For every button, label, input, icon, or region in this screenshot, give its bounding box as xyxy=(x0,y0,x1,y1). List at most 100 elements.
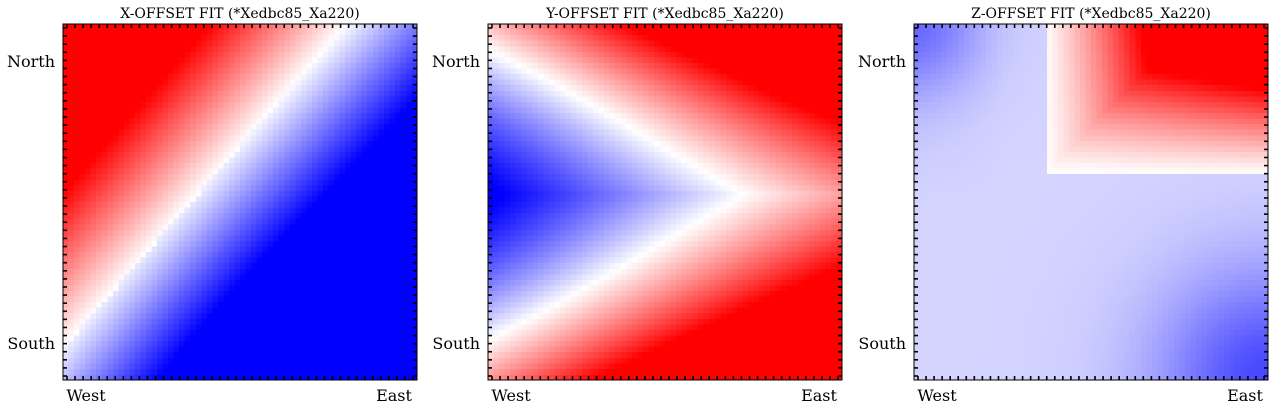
heatmap-cell xyxy=(223,224,230,231)
heatmap-cell xyxy=(300,207,307,214)
heatmap-cell xyxy=(206,291,213,298)
heatmap-cell xyxy=(334,129,341,136)
heatmap-cell xyxy=(334,90,341,97)
heatmap-cell xyxy=(173,357,180,364)
heatmap-cell xyxy=(140,68,147,75)
heatmap-cell xyxy=(389,240,396,248)
heatmap-cell xyxy=(79,279,86,287)
heatmap-cell xyxy=(74,318,81,325)
heatmap-cell xyxy=(129,29,136,36)
heatmap-cell xyxy=(123,335,130,342)
heatmap-cell xyxy=(101,313,108,320)
heatmap-cell xyxy=(129,224,136,231)
heatmap-cell xyxy=(400,146,407,153)
heatmap-cell xyxy=(334,96,341,103)
heatmap-cell xyxy=(134,79,142,86)
heatmap-cell xyxy=(63,224,70,231)
heatmap-cell xyxy=(223,174,230,181)
heatmap-cell xyxy=(317,140,324,147)
heatmap-cell xyxy=(228,96,236,103)
heatmap-cell xyxy=(228,313,236,320)
heatmap-cell xyxy=(195,57,202,64)
heatmap-cell xyxy=(400,257,407,264)
heatmap-cell xyxy=(367,352,374,359)
heatmap-cell xyxy=(234,124,241,131)
heatmap-cell xyxy=(184,163,191,170)
heatmap-cell xyxy=(587,74,594,81)
heatmap-cell xyxy=(306,357,313,364)
heatmap-cell xyxy=(306,96,313,103)
heatmap-cell xyxy=(90,129,97,136)
heatmap-cell xyxy=(306,90,313,97)
heatmap-cell xyxy=(322,129,330,136)
heatmap-cell xyxy=(162,174,169,181)
heatmap-cell xyxy=(112,151,119,159)
heatmap-cell xyxy=(350,274,357,281)
heatmap-cell xyxy=(367,329,374,337)
heatmap-cell xyxy=(532,74,539,81)
heatmap-cell xyxy=(328,341,335,348)
heatmap-cell xyxy=(107,296,114,303)
heatmap-cell xyxy=(322,57,330,64)
heatmap-cell xyxy=(240,46,247,53)
heatmap-cell xyxy=(223,190,230,198)
heatmap-cell xyxy=(273,335,280,342)
heatmap-cell xyxy=(367,35,374,42)
heatmap-cell xyxy=(289,296,296,303)
heatmap-cell xyxy=(212,57,219,64)
heatmap-cell xyxy=(267,335,274,342)
heatmap-cell xyxy=(145,246,153,253)
heatmap-cell xyxy=(670,74,677,81)
heatmap-cell xyxy=(134,118,142,125)
heatmap-cell xyxy=(129,68,136,75)
heatmap-cell xyxy=(118,168,125,175)
heatmap-cell xyxy=(168,113,175,120)
heatmap-cell xyxy=(157,346,164,353)
heatmap-cell xyxy=(819,46,827,53)
heatmap-cell xyxy=(173,68,180,75)
heatmap-cell xyxy=(195,341,202,348)
heatmap-cell xyxy=(278,129,285,136)
heatmap-cell xyxy=(372,357,379,364)
heatmap-cell xyxy=(306,101,313,109)
heatmap-cell xyxy=(151,335,158,342)
heatmap-cell xyxy=(389,263,396,270)
heatmap-cell xyxy=(195,24,202,31)
heatmap-cell xyxy=(322,24,330,31)
heatmap-cell xyxy=(217,140,225,147)
heatmap-cell xyxy=(515,68,522,75)
heatmap-cell xyxy=(356,190,363,198)
heatmap-cell xyxy=(234,163,241,170)
heatmap-cell xyxy=(753,74,760,81)
heatmap-cell xyxy=(123,40,130,47)
x-tick-label: West xyxy=(66,386,106,405)
heatmap-cell xyxy=(123,285,130,292)
heatmap-cell xyxy=(830,51,838,58)
heatmap-cell xyxy=(367,302,374,309)
heatmap-cell xyxy=(234,291,241,298)
heatmap-cell xyxy=(339,324,346,331)
heatmap-cell xyxy=(201,62,208,70)
heatmap-cell xyxy=(819,35,827,42)
heatmap-cell xyxy=(278,62,285,70)
heatmap-cell xyxy=(334,246,341,253)
heatmap-cell xyxy=(118,146,125,153)
heatmap-cell xyxy=(328,352,335,359)
heatmap-cell xyxy=(322,374,330,381)
heatmap-cell xyxy=(157,285,164,292)
heatmap-cell xyxy=(140,263,147,270)
heatmap-cell xyxy=(206,96,213,103)
heatmap-cell xyxy=(609,29,616,36)
heatmap-cell xyxy=(223,285,230,292)
heatmap-cell xyxy=(786,79,793,86)
heatmap-cell xyxy=(90,113,97,120)
heatmap-cell xyxy=(234,374,241,381)
heatmap-cell xyxy=(543,74,550,81)
heatmap-cell xyxy=(825,57,832,64)
heatmap-cell xyxy=(306,135,313,142)
heatmap-cell xyxy=(554,29,561,36)
heatmap-cell xyxy=(367,79,374,86)
heatmap-cell xyxy=(112,213,119,220)
heatmap-cell xyxy=(345,146,352,153)
heatmap-cell xyxy=(405,96,413,103)
